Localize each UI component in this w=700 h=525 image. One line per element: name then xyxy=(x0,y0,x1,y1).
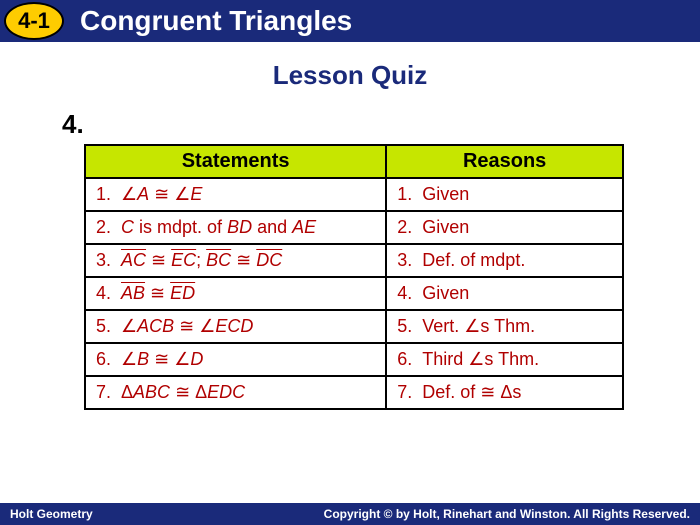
statement-cell: 2. C is mdpt. of BD and AE xyxy=(85,211,386,244)
header-bar: 4-1 Congruent Triangles xyxy=(0,0,700,42)
proof-table: Statements Reasons 1. ∠A ≅ ∠E1. Given2. … xyxy=(84,144,624,410)
lesson-badge: 4-1 xyxy=(4,2,64,40)
footer-left: Holt Geometry xyxy=(10,507,93,521)
quiz-title: Lesson Quiz xyxy=(0,60,700,91)
lesson-badge-wrap: 4-1 xyxy=(0,0,78,42)
table-row: 5. ∠ACB ≅ ∠ECD5. Vert. ∠s Thm. xyxy=(85,310,623,343)
chapter-title: Congruent Triangles xyxy=(78,0,700,42)
statement-cell: 5. ∠ACB ≅ ∠ECD xyxy=(85,310,386,343)
table-row: 4. AB ≅ ED4. Given xyxy=(85,277,623,310)
table-row: 3. AC ≅ EC; BC ≅ DC3. Def. of mdpt. xyxy=(85,244,623,277)
table-row: 7. ΔABC ≅ ΔEDC7. Def. of ≅ Δs xyxy=(85,376,623,409)
reason-cell: 4. Given xyxy=(386,277,623,310)
footer-right: Copyright © by Holt, Rinehart and Winsto… xyxy=(324,507,690,521)
reason-cell: 3. Def. of mdpt. xyxy=(386,244,623,277)
reason-cell: 7. Def. of ≅ Δs xyxy=(386,376,623,409)
reason-cell: 2. Given xyxy=(386,211,623,244)
statement-cell: 1. ∠A ≅ ∠E xyxy=(85,178,386,211)
table-row: 2. C is mdpt. of BD and AE2. Given xyxy=(85,211,623,244)
col-header-statements: Statements xyxy=(85,145,386,178)
col-header-reasons: Reasons xyxy=(386,145,623,178)
question-number: 4. xyxy=(62,109,700,140)
table-row: 1. ∠A ≅ ∠E1. Given xyxy=(85,178,623,211)
footer-bar: Holt Geometry Copyright © by Holt, Rineh… xyxy=(0,503,700,525)
statement-cell: 6. ∠B ≅ ∠D xyxy=(85,343,386,376)
table-row: 6. ∠B ≅ ∠D6. Third ∠s Thm. xyxy=(85,343,623,376)
reason-cell: 6. Third ∠s Thm. xyxy=(386,343,623,376)
reason-cell: 1. Given xyxy=(386,178,623,211)
statement-cell: 7. ΔABC ≅ ΔEDC xyxy=(85,376,386,409)
statement-cell: 3. AC ≅ EC; BC ≅ DC xyxy=(85,244,386,277)
reason-cell: 5. Vert. ∠s Thm. xyxy=(386,310,623,343)
statement-cell: 4. AB ≅ ED xyxy=(85,277,386,310)
